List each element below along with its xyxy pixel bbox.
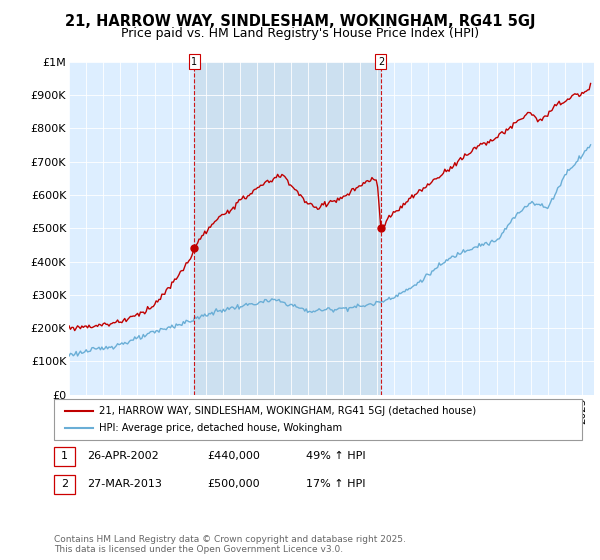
Text: £500,000: £500,000 — [207, 479, 260, 489]
Text: 2: 2 — [61, 479, 68, 489]
Bar — [194, 62, 381, 395]
Text: 1: 1 — [61, 451, 68, 461]
Text: 21, HARROW WAY, SINDLESHAM, WOKINGHAM, RG41 5GJ (detached house): 21, HARROW WAY, SINDLESHAM, WOKINGHAM, R… — [99, 405, 476, 416]
Text: 27-MAR-2013: 27-MAR-2013 — [87, 479, 162, 489]
Text: Contains HM Land Registry data © Crown copyright and database right 2025.
This d: Contains HM Land Registry data © Crown c… — [54, 535, 406, 554]
Text: 49% ↑ HPI: 49% ↑ HPI — [306, 451, 365, 461]
Text: £440,000: £440,000 — [207, 451, 260, 461]
Text: 26-APR-2002: 26-APR-2002 — [87, 451, 159, 461]
Text: 1: 1 — [191, 57, 197, 67]
Text: 21, HARROW WAY, SINDLESHAM, WOKINGHAM, RG41 5GJ: 21, HARROW WAY, SINDLESHAM, WOKINGHAM, R… — [65, 14, 535, 29]
Text: 17% ↑ HPI: 17% ↑ HPI — [306, 479, 365, 489]
Text: 2: 2 — [378, 57, 384, 67]
Text: Price paid vs. HM Land Registry's House Price Index (HPI): Price paid vs. HM Land Registry's House … — [121, 27, 479, 40]
Text: HPI: Average price, detached house, Wokingham: HPI: Average price, detached house, Woki… — [99, 423, 342, 433]
